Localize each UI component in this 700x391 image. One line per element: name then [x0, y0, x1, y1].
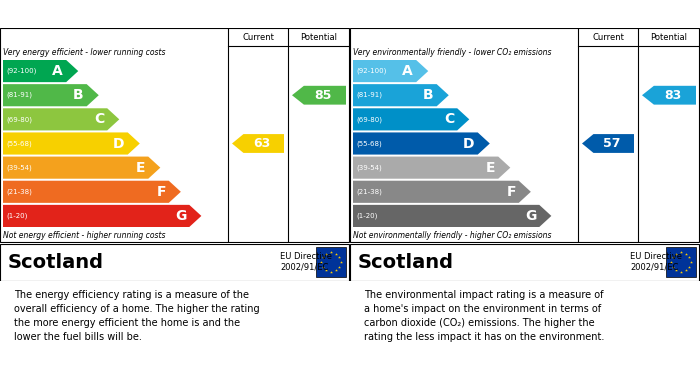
Polygon shape	[3, 181, 181, 203]
Text: Scotland: Scotland	[358, 253, 454, 271]
Text: B: B	[73, 88, 84, 102]
Polygon shape	[353, 181, 531, 203]
Text: Potential: Potential	[650, 32, 687, 41]
Polygon shape	[353, 108, 469, 131]
Text: 85: 85	[314, 89, 331, 102]
Text: (39-54): (39-54)	[356, 164, 382, 171]
Text: Energy Efficiency Rating: Energy Efficiency Rating	[10, 7, 194, 20]
Polygon shape	[353, 60, 428, 82]
Text: (92-100): (92-100)	[356, 68, 386, 74]
Polygon shape	[232, 134, 284, 153]
Text: (21-38): (21-38)	[6, 188, 32, 195]
Text: Environmental Impact (CO₂) Rating: Environmental Impact (CO₂) Rating	[360, 7, 622, 20]
Text: C: C	[444, 112, 454, 126]
Text: D: D	[113, 136, 125, 151]
Text: Very environmentally friendly - lower CO₂ emissions: Very environmentally friendly - lower CO…	[353, 48, 552, 57]
Text: (1-20): (1-20)	[6, 213, 27, 219]
Text: (55-68): (55-68)	[356, 140, 382, 147]
Text: (81-91): (81-91)	[356, 92, 382, 99]
Text: Not energy efficient - higher running costs: Not energy efficient - higher running co…	[3, 231, 165, 240]
Polygon shape	[582, 134, 634, 153]
Text: (69-80): (69-80)	[6, 116, 32, 123]
Text: F: F	[156, 185, 166, 199]
Text: G: G	[525, 209, 536, 223]
Text: 63: 63	[253, 137, 270, 150]
Text: A: A	[402, 64, 413, 78]
Text: E: E	[136, 161, 145, 175]
Text: C: C	[94, 112, 104, 126]
Text: Not environmentally friendly - higher CO₂ emissions: Not environmentally friendly - higher CO…	[353, 231, 552, 240]
Text: A: A	[52, 64, 63, 78]
Text: The environmental impact rating is a measure of
a home's impact on the environme: The environmental impact rating is a mea…	[364, 290, 604, 342]
Text: (69-80): (69-80)	[356, 116, 382, 123]
Text: (81-91): (81-91)	[6, 92, 32, 99]
Text: B: B	[423, 88, 434, 102]
Polygon shape	[3, 108, 119, 131]
Polygon shape	[292, 86, 346, 105]
Text: (39-54): (39-54)	[6, 164, 32, 171]
Polygon shape	[3, 133, 140, 154]
Text: 83: 83	[664, 89, 681, 102]
Text: Current: Current	[242, 32, 274, 41]
Text: F: F	[506, 185, 516, 199]
Text: (55-68): (55-68)	[6, 140, 32, 147]
Polygon shape	[3, 60, 78, 82]
Text: Scotland: Scotland	[8, 253, 104, 271]
Text: EU Directive
2002/91/EC: EU Directive 2002/91/EC	[630, 252, 682, 272]
Bar	[316, 247, 346, 277]
Polygon shape	[3, 205, 202, 227]
Text: 57: 57	[603, 137, 620, 150]
Text: (1-20): (1-20)	[356, 213, 377, 219]
Text: EU Directive
2002/91/EC: EU Directive 2002/91/EC	[280, 252, 332, 272]
Text: D: D	[463, 136, 475, 151]
Text: (92-100): (92-100)	[6, 68, 36, 74]
Bar	[666, 247, 696, 277]
Text: G: G	[175, 209, 186, 223]
Polygon shape	[642, 86, 696, 105]
Polygon shape	[353, 156, 510, 179]
Polygon shape	[353, 84, 449, 106]
Polygon shape	[353, 205, 552, 227]
Polygon shape	[3, 84, 99, 106]
Text: The energy efficiency rating is a measure of the
overall efficiency of a home. T: The energy efficiency rating is a measur…	[14, 290, 260, 342]
Polygon shape	[3, 156, 160, 179]
Text: (21-38): (21-38)	[356, 188, 382, 195]
Polygon shape	[353, 133, 490, 154]
Text: Very energy efficient - lower running costs: Very energy efficient - lower running co…	[3, 48, 165, 57]
Text: Current: Current	[592, 32, 624, 41]
Text: Potential: Potential	[300, 32, 337, 41]
Text: E: E	[486, 161, 495, 175]
